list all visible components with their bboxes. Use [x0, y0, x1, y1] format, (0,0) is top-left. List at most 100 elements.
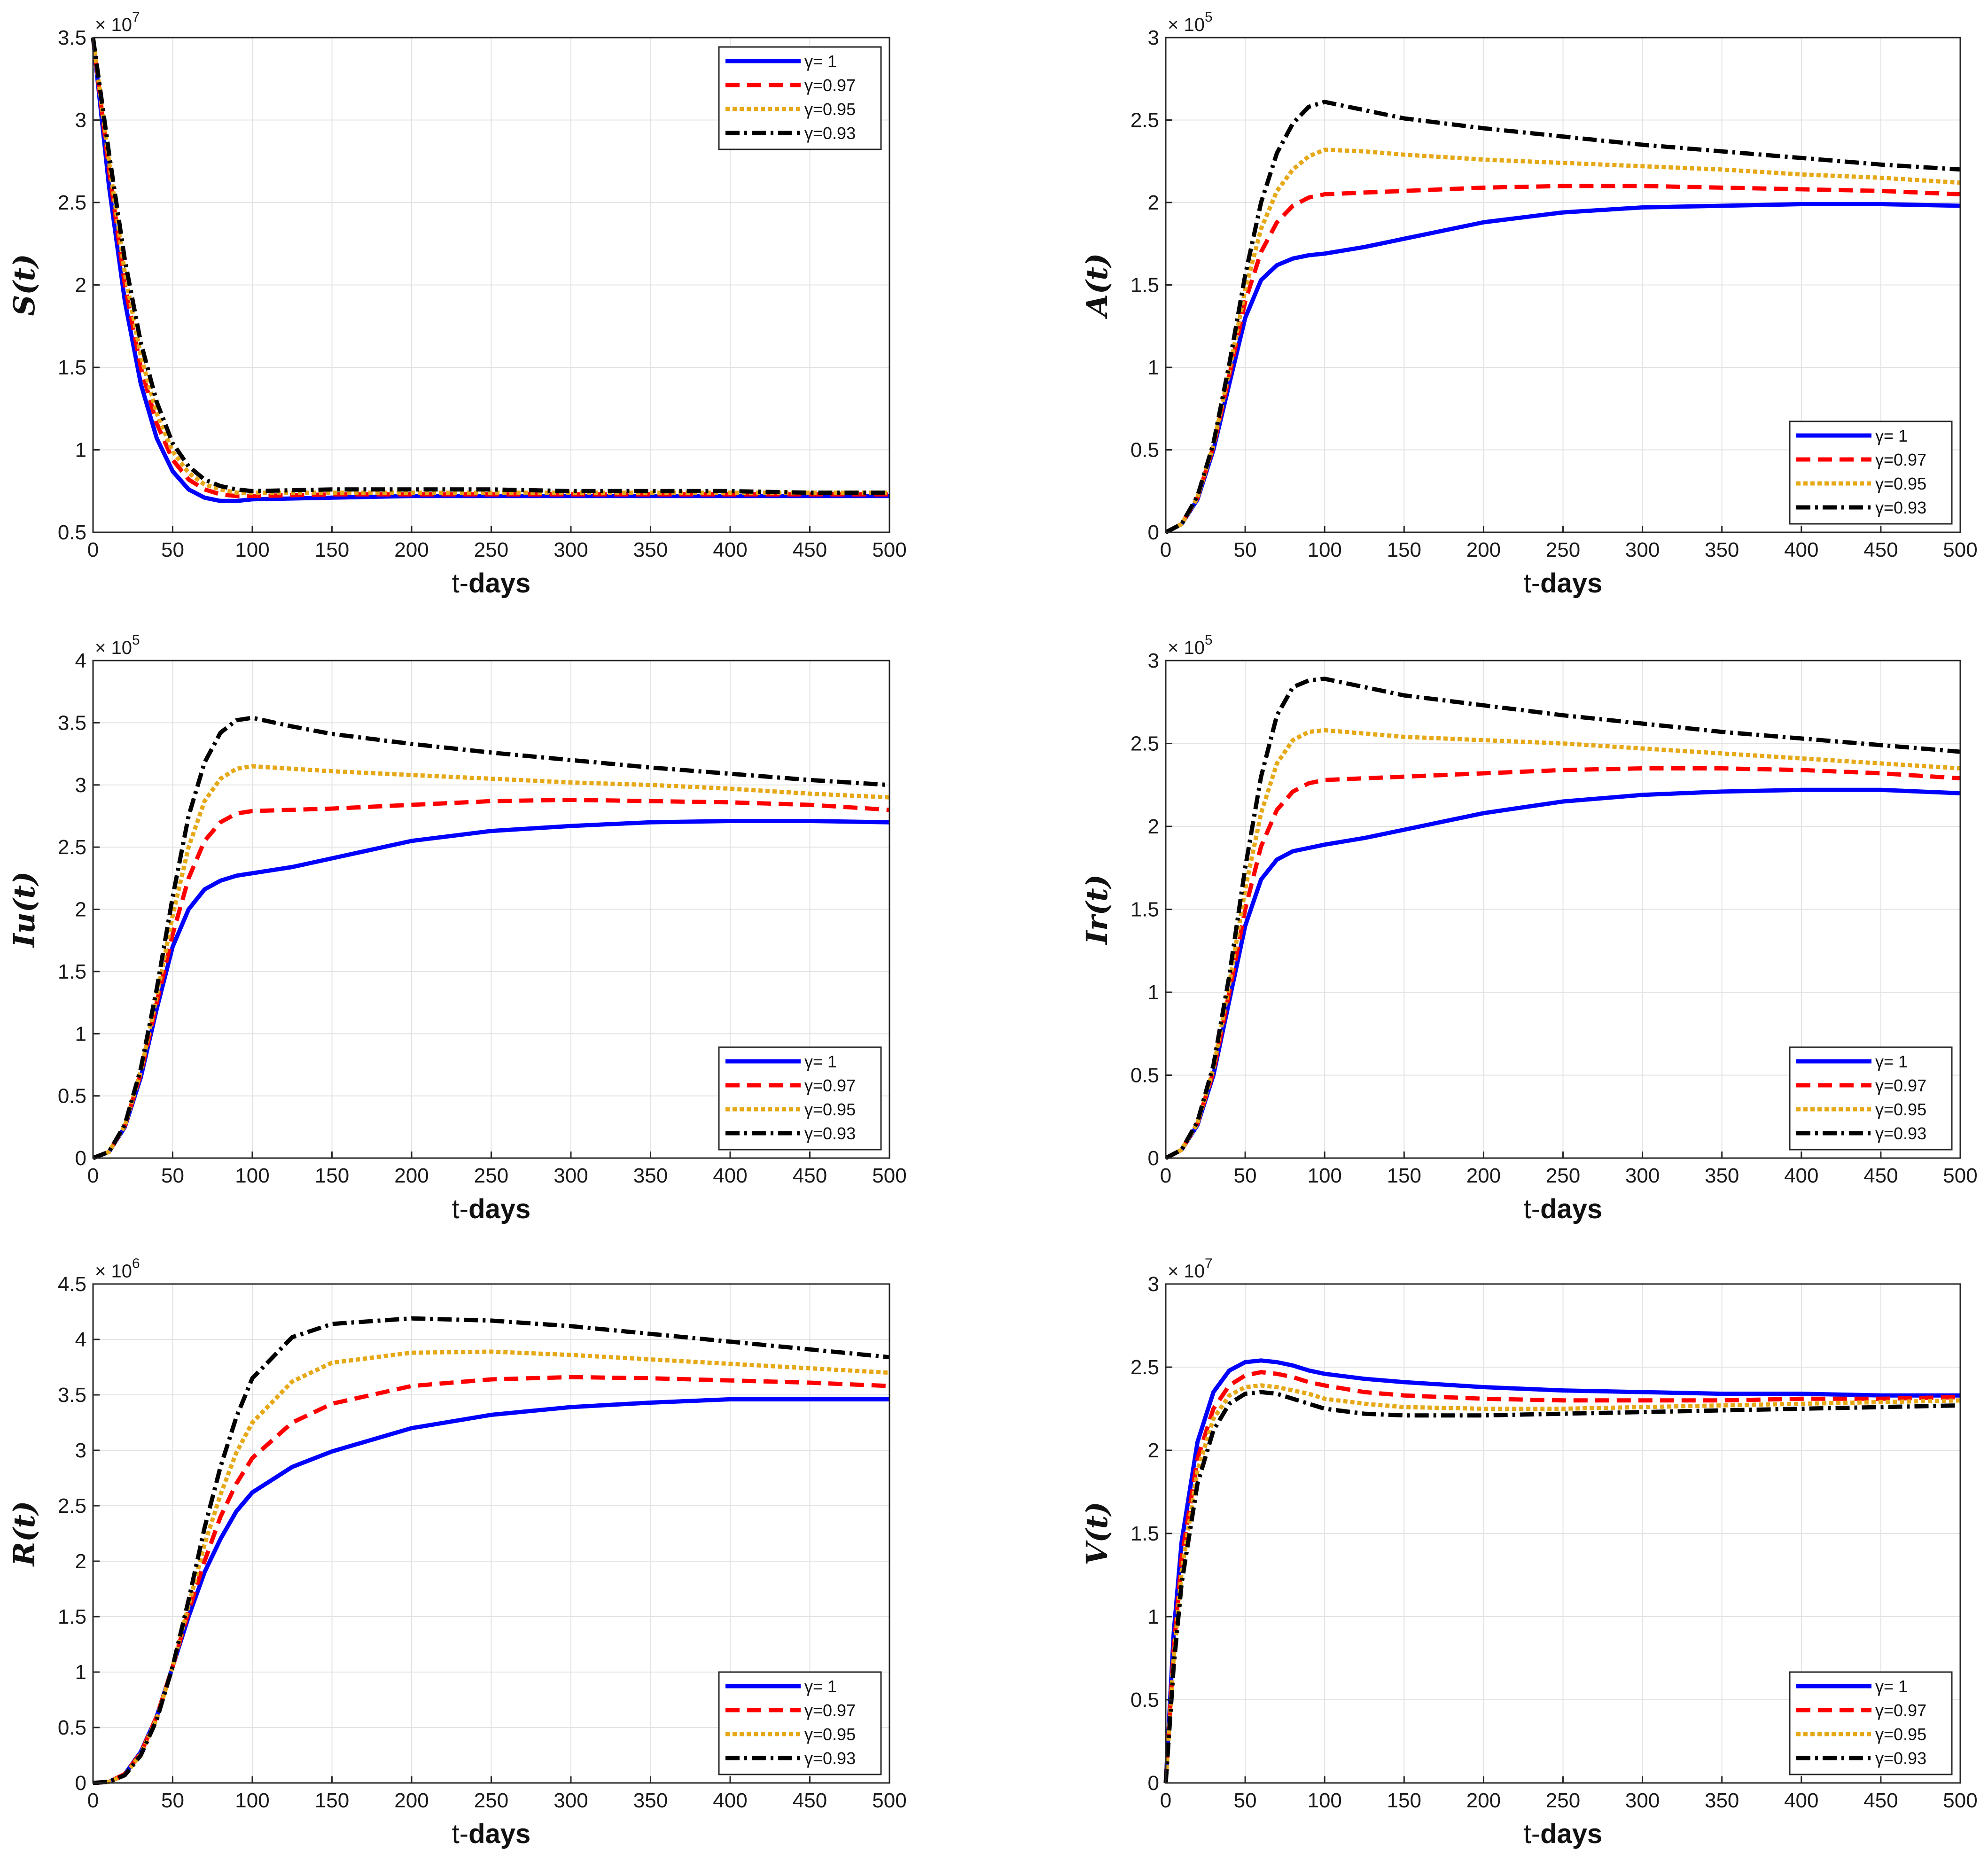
x-tick-label: 250 [474, 538, 508, 561]
x-tick-label: 100 [1307, 1789, 1341, 1812]
legend-label-1: γ= 1 [1875, 1052, 1908, 1071]
y-tick-label: 0 [1148, 521, 1159, 544]
axis-exponent: × 107 [1168, 1256, 1213, 1282]
y-tick-label: 1 [75, 1661, 86, 1684]
x-tick-label: 500 [872, 1164, 906, 1187]
legend: γ= 1 γ=0.97 γ=0.95 γ=0.93 [1789, 420, 1953, 525]
x-tick-label: 150 [315, 538, 349, 561]
axis-exponent-power: 6 [132, 1256, 140, 1271]
legend: γ= 1 γ=0.97 γ=0.95 γ=0.93 [718, 1046, 882, 1151]
legend-label-2: γ=0.97 [804, 1076, 856, 1095]
y-tick-label: 1.5 [1130, 898, 1159, 921]
y-axis-label: R(t) [7, 1501, 41, 1567]
x-axis-label-main: days [1540, 568, 1602, 599]
x-tick-label: 0 [87, 1789, 99, 1812]
series-line-4 [1164, 100, 1961, 534]
x-tick-label: 0 [87, 1164, 99, 1187]
x-tick-label: 350 [633, 1789, 668, 1812]
x-tick-label: 500 [872, 1789, 906, 1812]
y-tick-label: 3 [75, 1439, 86, 1462]
y-tick-label: 0.5 [58, 521, 86, 544]
y-tick-label: 0.5 [58, 1716, 86, 1739]
legend-label-2: γ=0.97 [1875, 1076, 1926, 1095]
x-axis-label-main: days [468, 1819, 530, 1849]
y-tick-label: 1.5 [58, 960, 86, 983]
y-tick-label: 1.5 [58, 356, 86, 379]
y-tick-label: 4 [75, 1328, 86, 1351]
y-tick-label: 3.5 [58, 1384, 86, 1407]
series-line-3 [1163, 1383, 1961, 1783]
x-axis-label: t-days [1524, 568, 1603, 599]
legend: γ= 1 γ=0.97 γ=0.95 γ=0.93 [718, 1671, 882, 1775]
legend-label-3: γ=0.95 [804, 100, 856, 119]
x-tick-label: 350 [1705, 1164, 1739, 1187]
y-tick-label: 0.5 [1130, 1689, 1159, 1712]
x-tick-label: 250 [1546, 1164, 1580, 1187]
x-tick-label: 50 [1234, 1164, 1257, 1187]
x-tick-label: 300 [554, 538, 588, 561]
legend-label-1: γ= 1 [804, 1677, 837, 1696]
y-tick-label: 2 [75, 898, 86, 921]
y-tick-label: 2.5 [1130, 1356, 1159, 1379]
x-tick-label: 50 [161, 1164, 184, 1187]
y-axis-label: Ir(t) [1080, 874, 1114, 945]
x-tick-label: 200 [1466, 538, 1501, 561]
x-tick-label: 500 [872, 538, 906, 561]
legend-label-3: γ=0.95 [1875, 1725, 1926, 1744]
x-axis-label-prefix: t- [1524, 1819, 1540, 1849]
y-tick-label: 0 [75, 1147, 86, 1170]
y-tick-label: 0 [1148, 1147, 1159, 1170]
y-tick-label: 2.5 [58, 191, 86, 214]
x-tick-label: 150 [315, 1164, 349, 1187]
y-tick-label: 2 [75, 274, 86, 297]
x-axis-label-main: days [1540, 1819, 1602, 1849]
x-axis-label-prefix: t- [1524, 568, 1540, 599]
y-tick-label: 1 [75, 439, 86, 462]
x-tick-label: 100 [235, 1164, 269, 1187]
x-tick-label: 450 [1863, 1164, 1898, 1187]
y-tick-label: 1.5 [58, 1605, 86, 1628]
series-line-1 [91, 37, 889, 503]
y-tick-label: 0.5 [1130, 1064, 1159, 1087]
series-line-4 [92, 716, 890, 1160]
legend-label-2: γ=0.97 [804, 1701, 856, 1720]
axis-exponent-power: 7 [132, 9, 140, 25]
chart-panel-5: 0 50 100 150 200 250 300 350 400 450 500 0 0.5 1 1.5 2 2… [7, 1256, 907, 1849]
x-tick-label: 350 [633, 1164, 668, 1187]
x-tick-label: 250 [474, 1789, 508, 1812]
x-tick-label: 400 [713, 1164, 747, 1187]
series-line-3 [91, 37, 889, 495]
x-tick-label: 300 [554, 1789, 588, 1812]
x-tick-label: 450 [1863, 538, 1898, 561]
x-tick-label: 100 [235, 538, 269, 561]
y-axis-label: Iu(t) [7, 872, 41, 948]
y-tick-label: 2 [1148, 1439, 1159, 1462]
x-tick-label: 250 [1546, 538, 1580, 561]
x-axis-label: t-days [452, 568, 531, 599]
series-line-1 [1163, 1358, 1960, 1783]
legend-label-4: γ=0.93 [1875, 1749, 1926, 1768]
x-tick-label: 200 [1466, 1164, 1501, 1187]
x-tick-label: 300 [554, 1164, 588, 1187]
legend-label-1: γ= 1 [804, 1052, 837, 1071]
legend-label-1: γ= 1 [804, 52, 837, 71]
x-tick-label: 500 [1943, 1789, 1977, 1812]
x-tick-label: 500 [1943, 1164, 1977, 1187]
x-tick-label: 50 [1234, 538, 1257, 561]
x-tick-label: 400 [1784, 538, 1818, 561]
chart-panel-3: 0 50 100 150 200 250 300 350 400 450 500 0 0.5 1 1.5 2 2… [7, 632, 907, 1224]
y-tick-label: 2.5 [1130, 732, 1159, 755]
series-line-4 [91, 37, 889, 495]
x-tick-label: 350 [1705, 538, 1739, 561]
x-tick-label: 100 [1307, 1164, 1341, 1187]
x-tick-label: 50 [1234, 1789, 1257, 1812]
y-tick-label: 1.5 [1130, 1522, 1159, 1545]
legend-label-3: γ=0.95 [1875, 474, 1926, 493]
series-line-4 [1163, 1390, 1961, 1783]
x-tick-label: 0 [1160, 1789, 1171, 1812]
x-axis-label: t-days [452, 1819, 531, 1849]
legend-label-3: γ=0.95 [804, 1725, 856, 1744]
axis-exponent: × 106 [95, 1256, 140, 1282]
x-tick-label: 100 [1307, 538, 1341, 561]
